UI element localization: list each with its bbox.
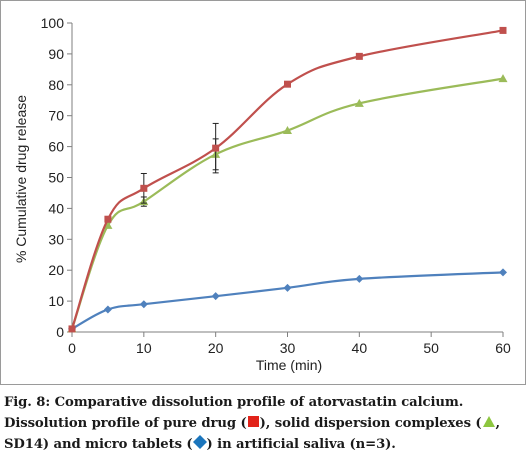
- caption-line-2: Dissolution profile of pure drug ( ), sol…: [4, 413, 524, 434]
- data-point-square: [104, 215, 112, 223]
- red-square-icon: [247, 416, 259, 427]
- dissolution-chart: 0 10 20 30 40 50 60 70 80 90 100 0 10 20 30 40 50 60 Time…: [13, 15, 511, 373]
- data-point-diamond: [499, 268, 507, 277]
- data-point-square: [212, 144, 220, 152]
- data-point-triangle: [283, 126, 292, 135]
- x-axis-label: Time (min): [256, 357, 322, 373]
- x-tick-label: 60: [495, 340, 511, 356]
- figure-caption: Fig. 8: Comparative dissolution profile …: [4, 392, 524, 455]
- x-tick-label: 10: [136, 340, 152, 356]
- y-tick-label: 100: [41, 15, 65, 31]
- caption-text-solid-dispersion: ), solid dispersion complexes (: [259, 416, 482, 431]
- caption-text-comma: ,: [495, 416, 501, 431]
- series-solid-dispersion: [67, 74, 508, 333]
- y-tick-label: 30: [48, 231, 64, 247]
- data-point-square: [355, 52, 363, 60]
- data-point-square: [68, 325, 76, 333]
- blue-diamond-icon: [192, 435, 207, 449]
- caption-text-pure-drug: Dissolution profile of pure drug (: [4, 416, 247, 431]
- caption-text-micro-tablets: SD14) and micro tablets (: [4, 437, 193, 452]
- green-triangle-icon: [482, 416, 495, 427]
- series-micro-tablets: [68, 268, 507, 333]
- data-point-square: [140, 184, 148, 192]
- x-tick-label: 30: [280, 340, 296, 356]
- caption-line-3: SD14) and micro tablets ( ) in artificial…: [4, 434, 524, 455]
- data-point-square: [284, 80, 291, 88]
- data-point-triangle: [103, 220, 113, 229]
- y-tick-label: 10: [48, 293, 64, 309]
- x-tick-label: 40: [352, 340, 368, 356]
- y-axis-label: % Cumulative drug release: [13, 95, 29, 263]
- data-point-triangle: [354, 98, 364, 107]
- y-tick-label: 20: [48, 262, 64, 278]
- data-point-diamond: [355, 274, 364, 283]
- y-tick-label: 40: [48, 200, 64, 216]
- x-tick-label: 0: [68, 340, 76, 356]
- series-pure-drug: [68, 26, 507, 333]
- y-tick-label: 50: [48, 170, 64, 186]
- y-tick-label: 90: [48, 46, 64, 62]
- x-tick-label: 50: [423, 340, 439, 356]
- data-point-diamond: [211, 292, 220, 301]
- y-tick-label: 80: [48, 77, 64, 93]
- tick-labels: 0 10 20 30 40 50 60 70 80 90 100 0 10 20 30 40 50 60: [41, 15, 511, 356]
- data-point-diamond: [139, 300, 148, 309]
- y-tick-label: 0: [56, 324, 64, 340]
- caption-text-saliva: ) in artificial saliva (n=3).: [206, 437, 396, 452]
- chart-frame: 0 10 20 30 40 50 60 70 80 90 100 0 10 20 30 40 50 60 Time…: [0, 0, 526, 385]
- caption-line-1: Fig. 8: Comparative dissolution profile …: [4, 395, 464, 410]
- series-lines: [67, 26, 508, 333]
- x-tick-label: 20: [208, 340, 224, 356]
- data-point-diamond: [103, 305, 112, 314]
- y-tick-label: 70: [48, 108, 64, 124]
- micro-tablets-line: [71, 271, 504, 330]
- data-point-triangle: [498, 74, 508, 83]
- y-tick-label: 60: [48, 139, 64, 155]
- data-point-diamond: [283, 283, 292, 292]
- data-point-square: [499, 26, 507, 34]
